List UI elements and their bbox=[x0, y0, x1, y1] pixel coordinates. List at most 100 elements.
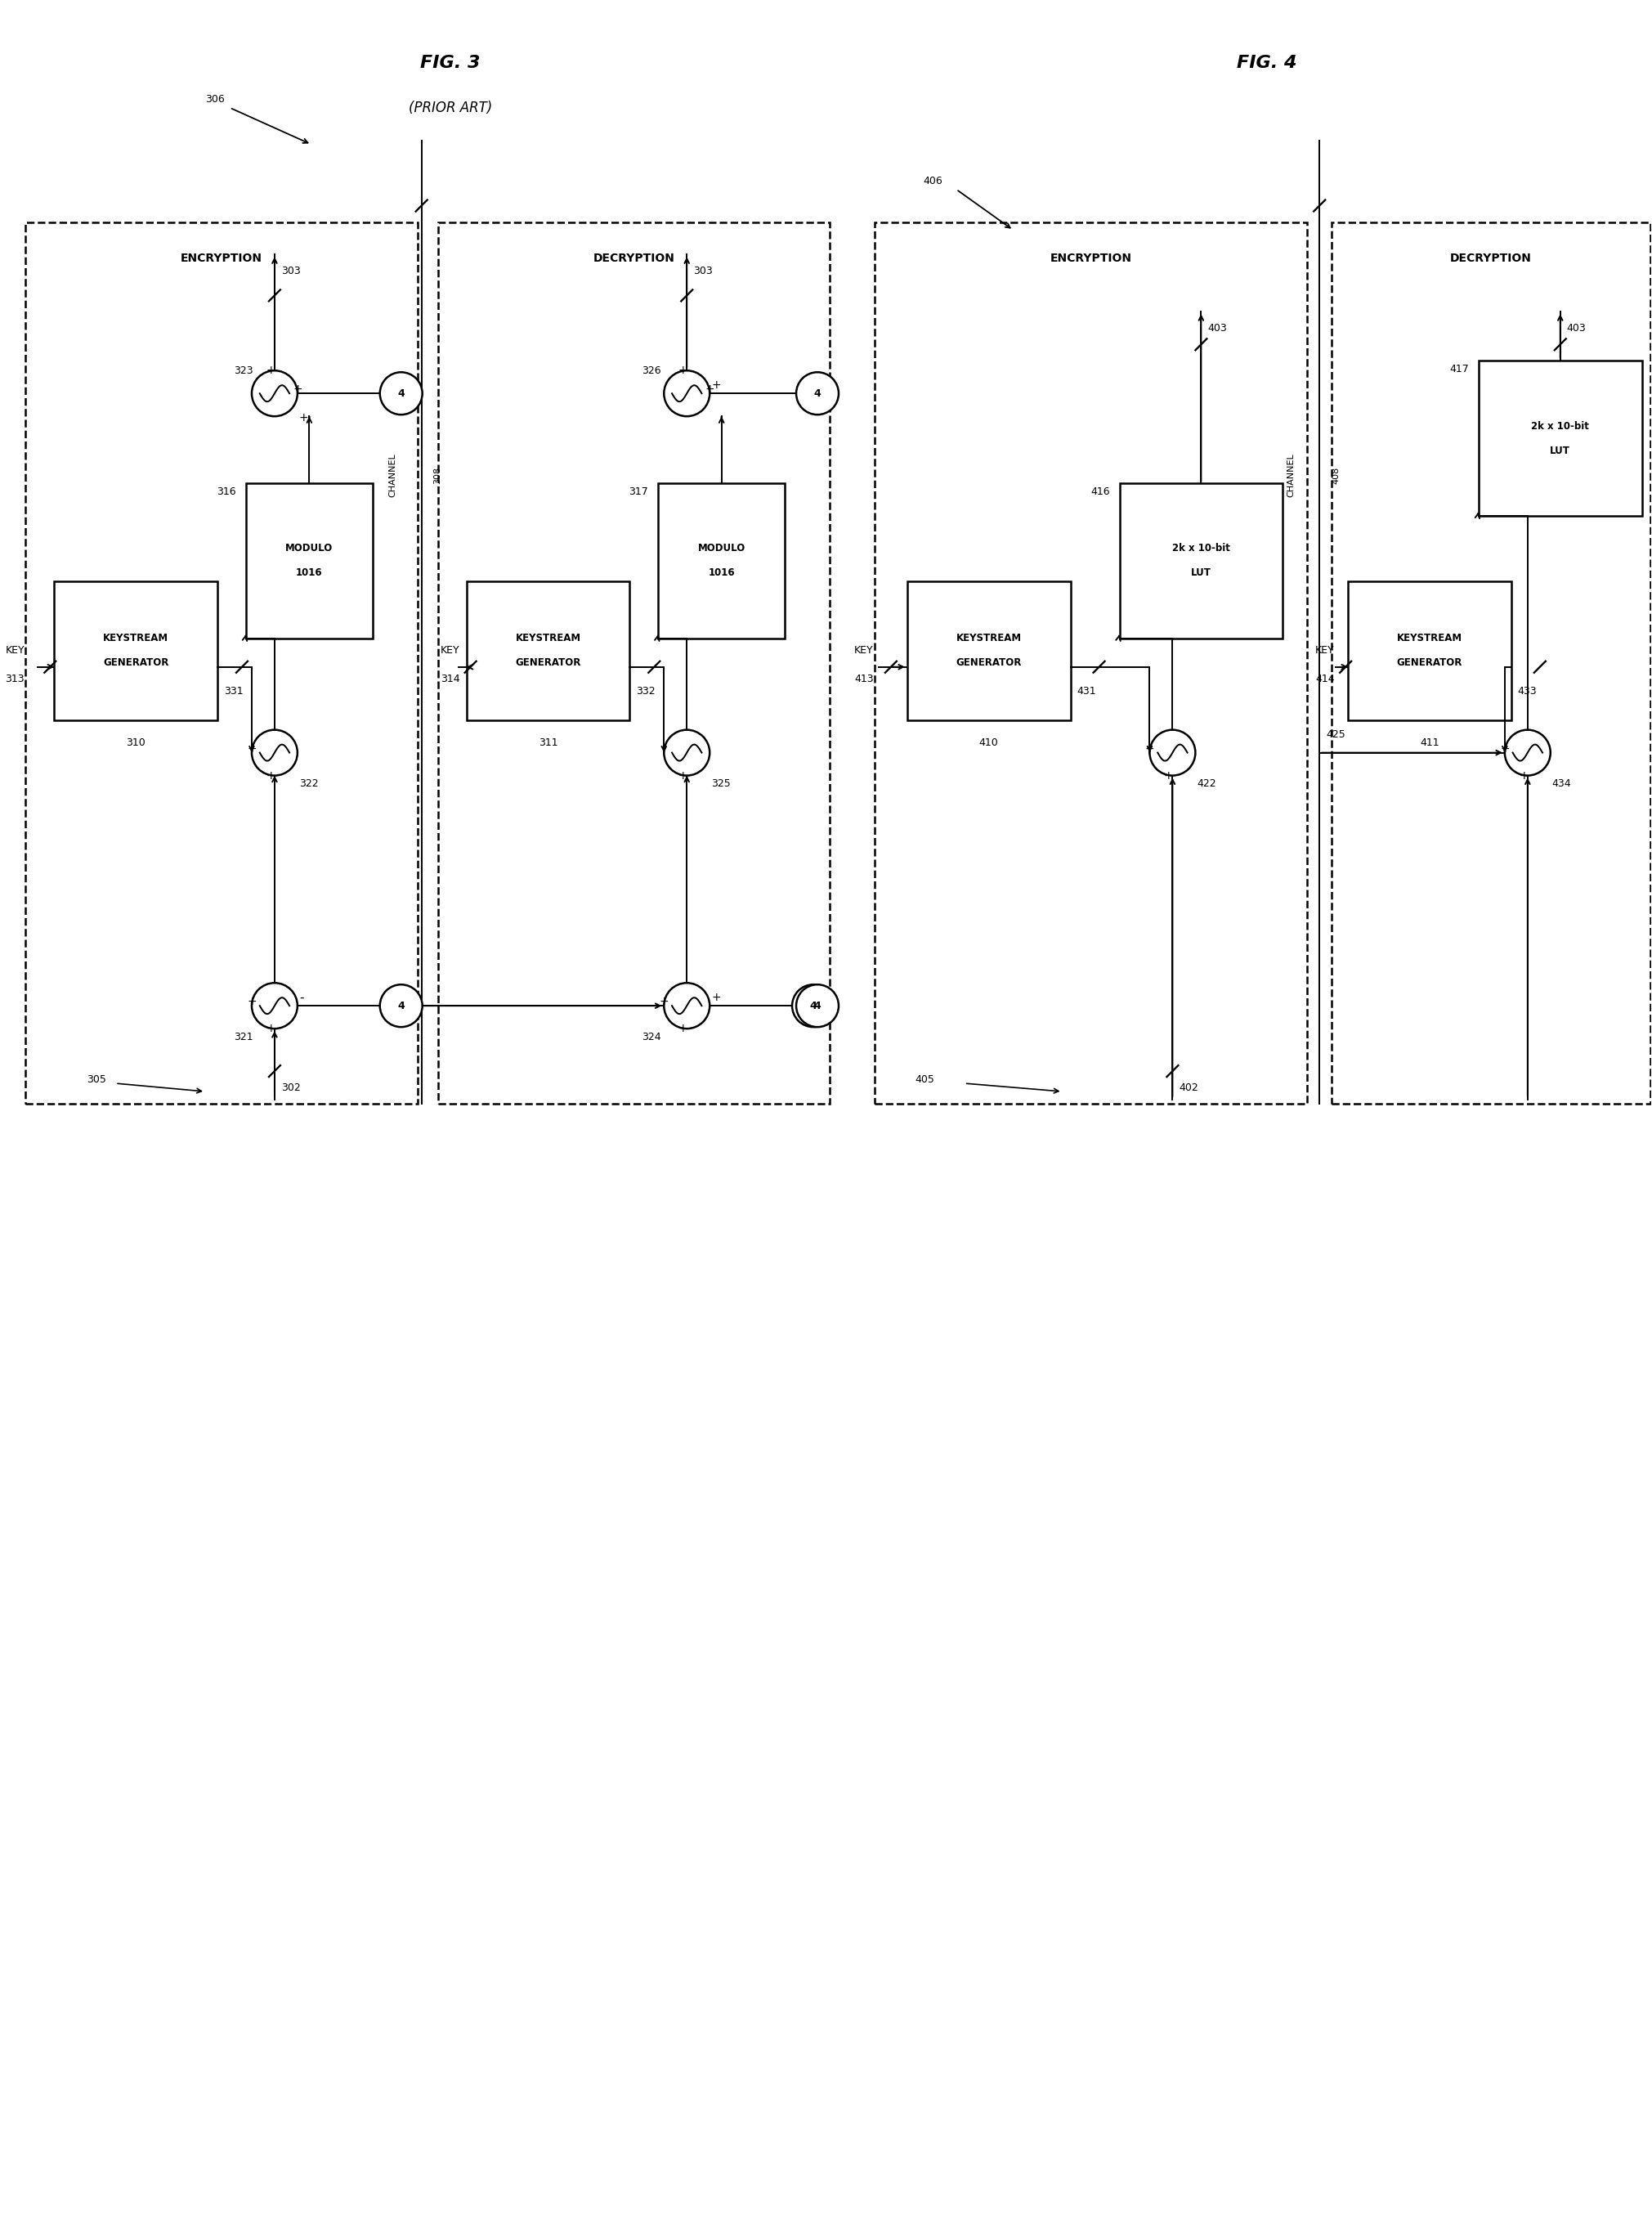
Text: 308: 308 bbox=[434, 466, 443, 484]
Text: ENCRYPTION: ENCRYPTION bbox=[180, 252, 263, 263]
Text: 331: 331 bbox=[225, 685, 243, 696]
Text: (PRIOR ART): (PRIOR ART) bbox=[408, 100, 492, 116]
Text: +: + bbox=[1518, 770, 1528, 781]
Text: +: + bbox=[712, 991, 720, 1004]
Text: GENERATOR: GENERATOR bbox=[1398, 658, 1462, 667]
Text: 4: 4 bbox=[398, 388, 405, 400]
Text: +: + bbox=[248, 995, 256, 1007]
Text: MODULO: MODULO bbox=[697, 542, 745, 554]
Text: +: + bbox=[292, 384, 302, 395]
Circle shape bbox=[791, 984, 834, 1027]
Bar bbox=[657, 484, 785, 638]
Text: 2k x 10-bit: 2k x 10-bit bbox=[1173, 542, 1231, 554]
Text: KEY: KEY bbox=[854, 645, 874, 656]
Text: 4: 4 bbox=[814, 388, 821, 400]
Text: 332: 332 bbox=[636, 685, 656, 696]
Text: 317: 317 bbox=[629, 487, 649, 498]
Text: 417: 417 bbox=[1449, 364, 1469, 375]
Text: 408: 408 bbox=[1332, 466, 1340, 484]
Text: +: + bbox=[705, 384, 714, 395]
Text: 321: 321 bbox=[235, 1031, 253, 1042]
Text: DECRYPTION: DECRYPTION bbox=[1450, 252, 1531, 263]
Circle shape bbox=[796, 373, 839, 415]
Circle shape bbox=[796, 984, 839, 1027]
Text: CHANNEL: CHANNEL bbox=[1287, 453, 1295, 498]
Text: +: + bbox=[659, 995, 669, 1007]
Text: 402: 402 bbox=[1180, 1083, 1198, 1094]
Text: 406: 406 bbox=[923, 176, 943, 187]
Bar bbox=[874, 221, 1307, 1105]
Text: 325: 325 bbox=[712, 779, 730, 790]
Text: 434: 434 bbox=[1553, 779, 1571, 790]
Bar bbox=[1120, 484, 1282, 638]
Text: 416: 416 bbox=[1090, 487, 1110, 498]
Text: KEYSTREAM: KEYSTREAM bbox=[515, 634, 582, 643]
Text: CHANNEL: CHANNEL bbox=[388, 453, 396, 498]
Text: +: + bbox=[712, 379, 720, 391]
Text: 2k x 10-bit: 2k x 10-bit bbox=[1531, 422, 1589, 431]
Text: 313: 313 bbox=[5, 674, 25, 685]
Text: -: - bbox=[299, 991, 304, 1004]
Text: 4: 4 bbox=[809, 1000, 818, 1011]
Text: 403: 403 bbox=[1208, 324, 1227, 333]
Circle shape bbox=[380, 984, 423, 1027]
Text: LUT: LUT bbox=[1191, 567, 1211, 578]
Text: GENERATOR: GENERATOR bbox=[102, 658, 169, 667]
Text: 326: 326 bbox=[643, 366, 661, 375]
Text: +: + bbox=[677, 364, 687, 377]
Text: 303: 303 bbox=[694, 266, 712, 277]
Bar bbox=[466, 580, 629, 721]
Text: 1016: 1016 bbox=[296, 567, 322, 578]
Bar bbox=[907, 580, 1070, 721]
Text: +: + bbox=[677, 1022, 687, 1033]
Text: KEY: KEY bbox=[1315, 645, 1335, 656]
Text: 414: 414 bbox=[1315, 674, 1335, 685]
Text: GENERATOR: GENERATOR bbox=[957, 658, 1021, 667]
Text: +: + bbox=[266, 770, 276, 781]
Text: 316: 316 bbox=[216, 487, 236, 498]
Text: FIG. 4: FIG. 4 bbox=[1236, 54, 1297, 71]
Text: KEYSTREAM: KEYSTREAM bbox=[102, 634, 169, 643]
Text: 405: 405 bbox=[915, 1074, 935, 1085]
Text: 322: 322 bbox=[299, 779, 319, 790]
Text: 1016: 1016 bbox=[709, 567, 735, 578]
Text: 410: 410 bbox=[980, 737, 998, 748]
Text: +: + bbox=[677, 770, 687, 781]
Text: KEYSTREAM: KEYSTREAM bbox=[1398, 634, 1462, 643]
Text: +: + bbox=[1163, 770, 1173, 781]
Text: 306: 306 bbox=[205, 94, 225, 105]
Bar bbox=[438, 221, 829, 1105]
Text: DECRYPTION: DECRYPTION bbox=[593, 252, 674, 263]
Text: 403: 403 bbox=[1566, 324, 1586, 333]
Text: 4: 4 bbox=[398, 1000, 405, 1011]
Text: -: - bbox=[662, 743, 666, 754]
Text: 425: 425 bbox=[1327, 730, 1345, 741]
Text: FIG. 3: FIG. 3 bbox=[420, 54, 481, 71]
Text: 4: 4 bbox=[814, 1000, 821, 1011]
Text: 305: 305 bbox=[88, 1074, 106, 1085]
Text: 431: 431 bbox=[1077, 685, 1097, 696]
Bar bbox=[246, 484, 373, 638]
Text: 413: 413 bbox=[854, 674, 874, 685]
Text: +: + bbox=[299, 413, 309, 424]
Text: 310: 310 bbox=[126, 737, 145, 748]
Text: KEY: KEY bbox=[5, 645, 25, 656]
Text: 323: 323 bbox=[235, 366, 253, 375]
Text: MODULO: MODULO bbox=[286, 542, 334, 554]
Text: 411: 411 bbox=[1421, 737, 1439, 748]
Text: LUT: LUT bbox=[1550, 444, 1571, 455]
Text: 422: 422 bbox=[1198, 779, 1216, 790]
Text: 314: 314 bbox=[441, 674, 459, 685]
Text: ENCRYPTION: ENCRYPTION bbox=[1051, 252, 1132, 263]
Text: +: + bbox=[266, 1022, 276, 1033]
Text: 302: 302 bbox=[281, 1083, 301, 1094]
Text: KEYSTREAM: KEYSTREAM bbox=[957, 634, 1021, 643]
Text: KEY: KEY bbox=[441, 645, 459, 656]
Text: 433: 433 bbox=[1518, 685, 1536, 696]
Bar bbox=[1332, 221, 1650, 1105]
Text: 311: 311 bbox=[539, 737, 558, 748]
Text: +: + bbox=[248, 743, 256, 754]
Circle shape bbox=[380, 373, 423, 415]
Bar bbox=[26, 221, 418, 1105]
Text: +: + bbox=[1500, 743, 1510, 754]
